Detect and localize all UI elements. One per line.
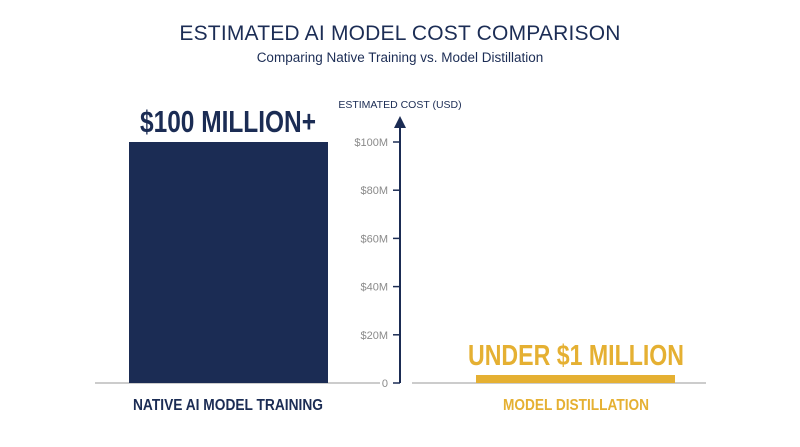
y-tick-label: $100M	[354, 137, 388, 149]
category-label: NATIVE AI MODEL TRAINING	[133, 397, 323, 414]
bar-2	[476, 375, 675, 383]
y-tick-label: $60M	[360, 233, 388, 245]
y-axis-arrow-icon	[394, 116, 406, 128]
chart-subtitle: Comparing Native Training vs. Model Dist…	[256, 50, 544, 65]
y-tick-label: 0	[382, 378, 388, 390]
category-label: MODEL DISTILLATION	[503, 397, 649, 414]
bar-data-label: UNDER $1 MILLION	[468, 340, 684, 372]
y-tick-label: $20M	[360, 330, 388, 342]
y-tick-label: $80M	[360, 185, 388, 197]
y-axis-label: ESTIMATED COST (USD)	[338, 99, 461, 111]
chart-title: ESTIMATED AI MODEL COST COMPARISON	[179, 22, 621, 45]
bar-data-label: $100 MILLION+	[140, 104, 316, 139]
y-tick-label: $40M	[360, 282, 388, 294]
bar-1	[129, 142, 328, 383]
